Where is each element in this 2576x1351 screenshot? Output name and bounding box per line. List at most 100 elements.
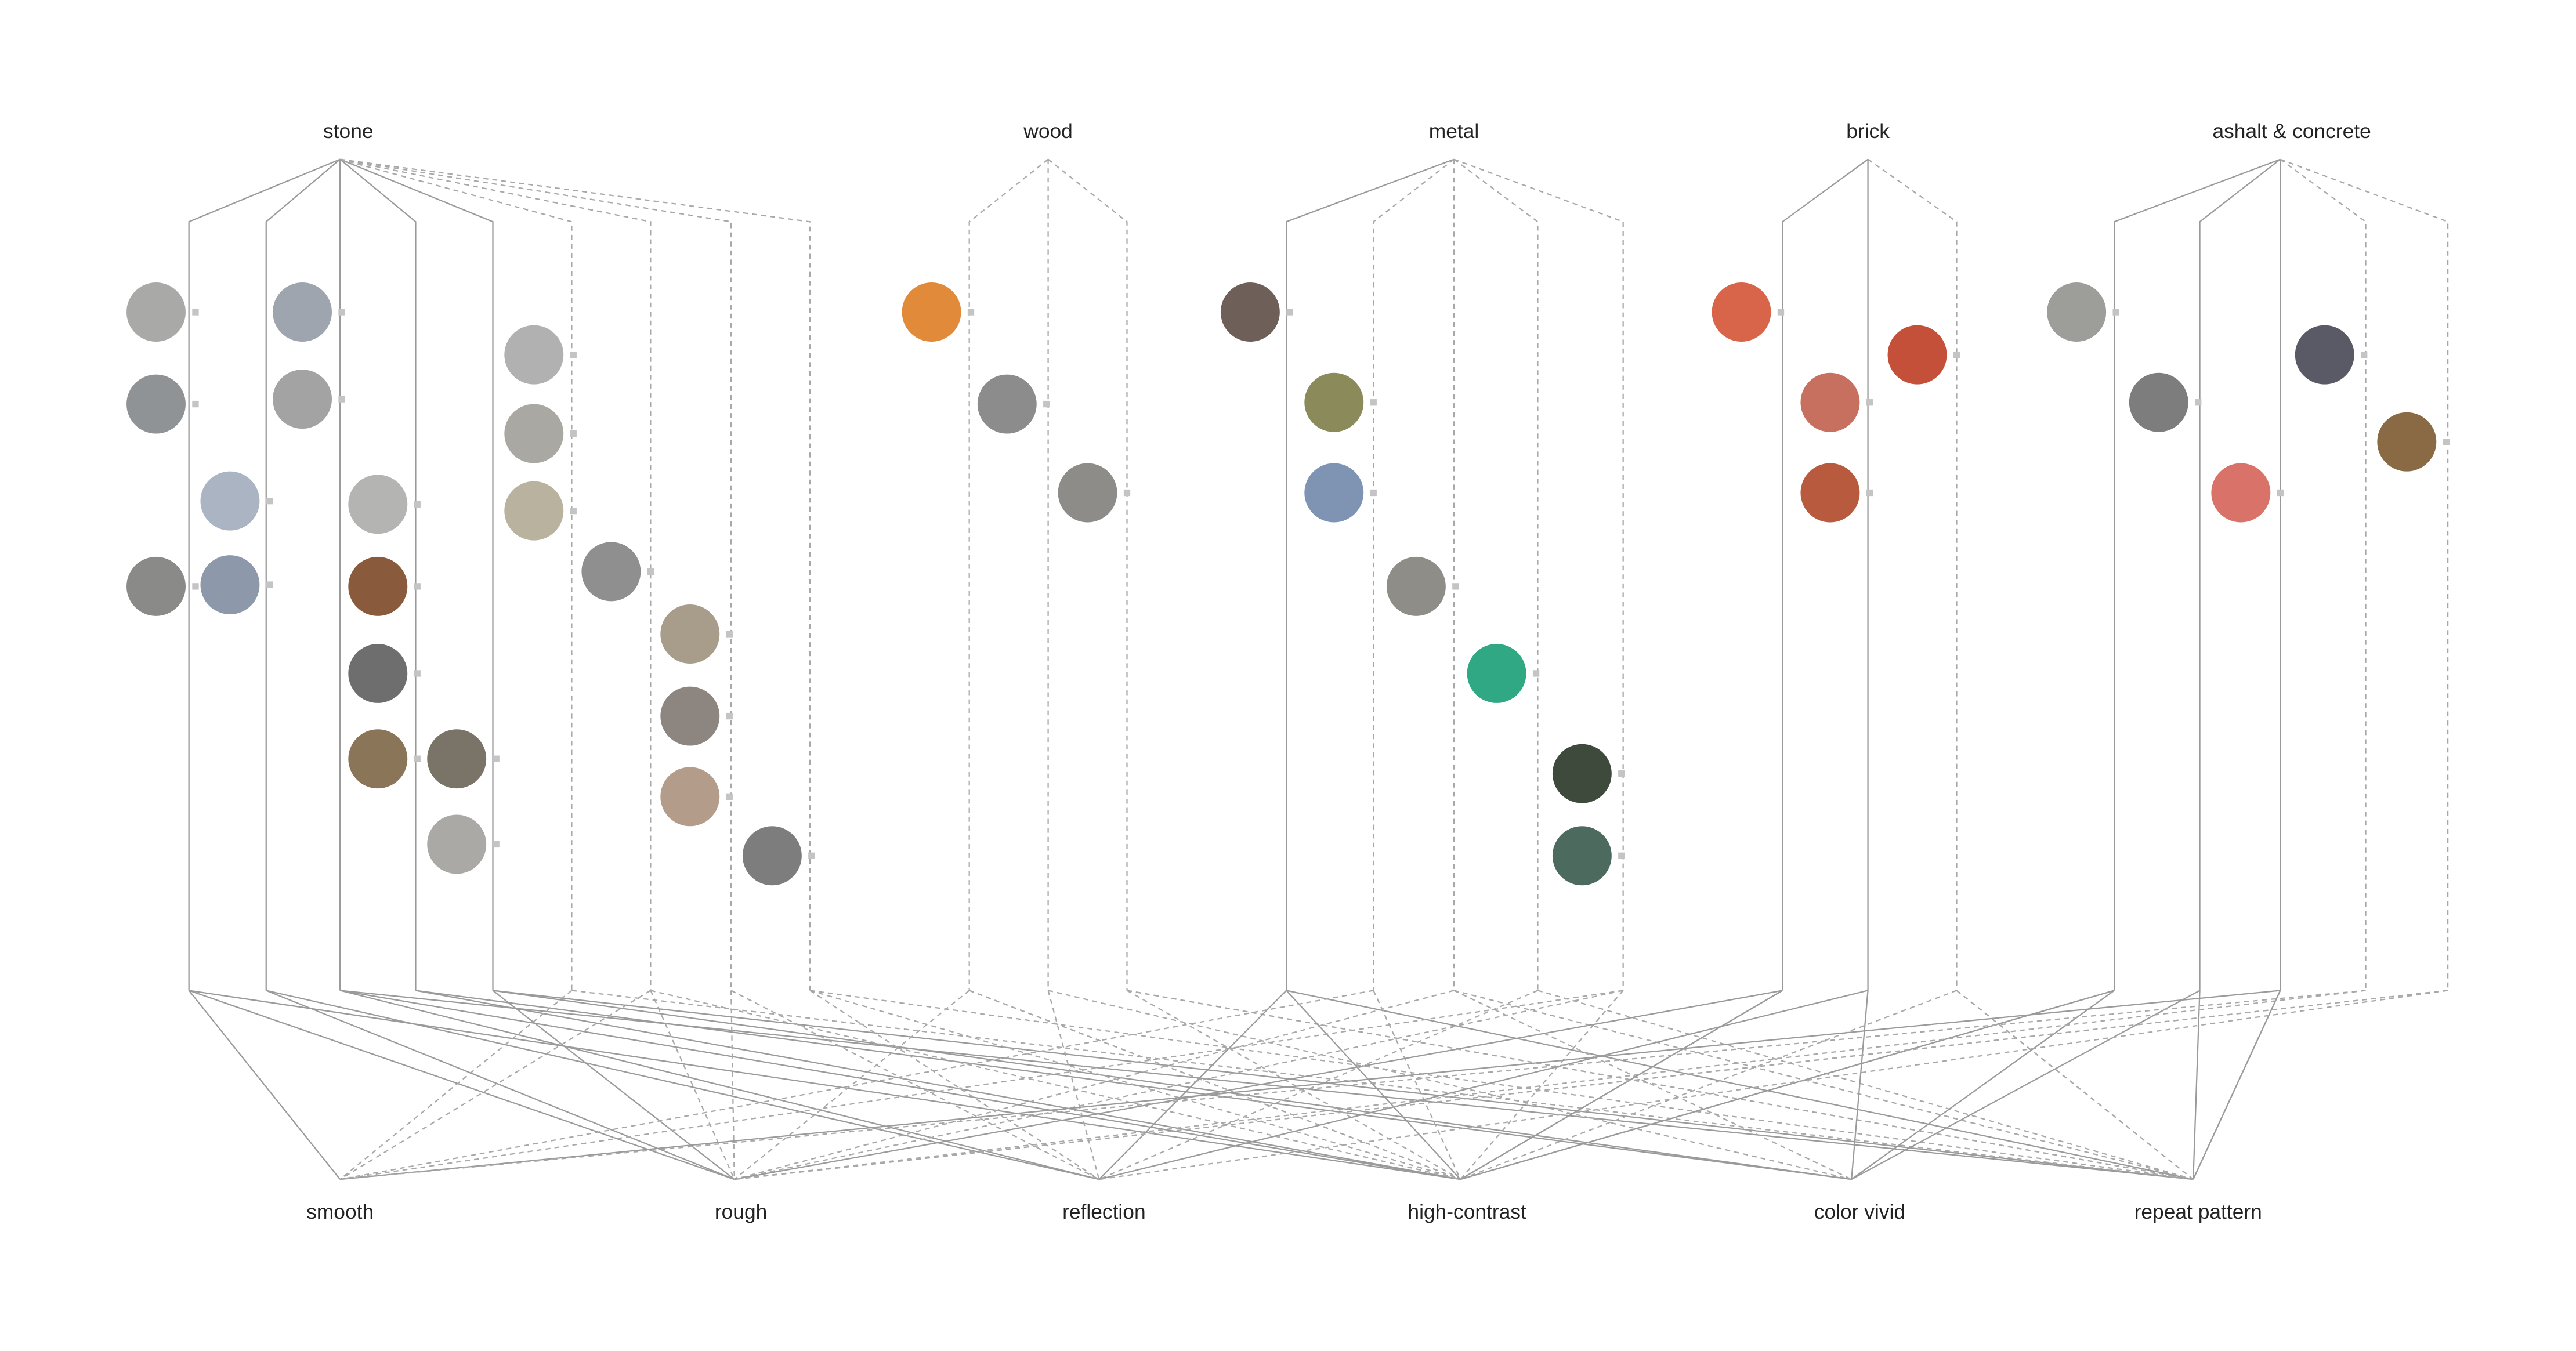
link	[809, 990, 2194, 1180]
link	[809, 990, 1461, 1180]
link	[339, 990, 1374, 1180]
link	[1098, 990, 1538, 1180]
sample-marker	[414, 755, 421, 762]
column	[2199, 158, 2281, 991]
column	[2280, 158, 2449, 991]
link	[188, 990, 341, 1180]
sample-image	[1712, 282, 1771, 342]
column	[188, 158, 341, 991]
link	[493, 990, 2194, 1180]
material-label: ashalt & concrete	[2212, 120, 2371, 143]
sample-marker	[192, 309, 199, 316]
column	[339, 158, 573, 991]
link	[734, 990, 1623, 1180]
column	[1782, 158, 1869, 991]
link	[339, 990, 573, 1180]
link	[340, 990, 2366, 1180]
link	[730, 990, 1099, 1180]
link	[189, 990, 735, 1180]
sample-image	[2211, 463, 2271, 523]
link	[339, 990, 651, 1180]
link	[1047, 990, 1100, 1180]
sample-image	[1220, 282, 1280, 342]
sample-image	[2047, 282, 2107, 342]
sample-image	[273, 370, 332, 429]
sample-marker	[808, 852, 815, 859]
sample-image	[2377, 412, 2437, 472]
sample-image	[200, 471, 260, 531]
material-label: brick	[1846, 120, 1890, 143]
link	[969, 990, 1461, 1180]
sample-image	[126, 374, 186, 434]
sample-image	[1304, 372, 1364, 432]
link	[493, 990, 1852, 1180]
sample-marker	[192, 400, 199, 408]
sample-image	[1800, 372, 1860, 432]
column	[1373, 158, 1455, 991]
sample-marker	[726, 793, 733, 800]
link	[734, 990, 2448, 1180]
link	[340, 990, 2194, 1180]
link	[809, 990, 1099, 1180]
sample-marker	[726, 712, 733, 720]
sample-marker	[1370, 399, 1377, 406]
sample-image	[504, 481, 564, 541]
link	[1127, 990, 2194, 1180]
sample-image	[1304, 463, 1364, 523]
material-label: metal	[1429, 120, 1479, 143]
link	[1286, 990, 1461, 1180]
link	[266, 990, 1099, 1180]
link	[2193, 990, 2201, 1180]
sample-image	[1552, 826, 1612, 886]
sample-marker	[1777, 309, 1785, 316]
sample-marker	[192, 583, 199, 590]
link	[1851, 990, 1869, 1180]
link	[1453, 990, 1852, 1180]
link	[1098, 990, 1287, 1180]
sample-marker	[570, 351, 577, 358]
column	[1047, 158, 1128, 991]
link	[1099, 990, 1868, 1180]
sample-marker	[493, 841, 500, 848]
material-label: wood	[1023, 120, 1073, 143]
sample-image	[348, 475, 408, 534]
sample-image	[902, 282, 961, 342]
sample-marker	[570, 507, 577, 515]
sample-marker	[726, 631, 733, 638]
link	[1851, 990, 2201, 1180]
sample-image	[273, 282, 332, 342]
link	[734, 990, 2366, 1180]
link	[2193, 990, 2281, 1180]
sample-marker	[570, 430, 577, 437]
sample-image	[742, 826, 802, 886]
sample-image	[1386, 556, 1446, 616]
link	[1127, 990, 2194, 1180]
sample-marker	[647, 568, 654, 575]
property-label: reflection	[1062, 1201, 1146, 1223]
sample-marker	[1370, 489, 1377, 497]
sample-image	[1800, 463, 1860, 523]
column	[968, 158, 1049, 991]
column	[339, 158, 417, 991]
link	[1851, 990, 2115, 1180]
sample-image	[1552, 744, 1612, 803]
sample-image	[660, 604, 720, 664]
sample-marker	[1286, 309, 1293, 316]
sample-image	[126, 556, 186, 616]
sample-image	[581, 542, 641, 602]
connections	[188, 158, 2449, 1180]
sample-marker	[2195, 399, 2202, 406]
property-label: smooth	[306, 1201, 374, 1223]
link	[1460, 990, 2115, 1180]
column	[2280, 158, 2367, 991]
column	[1867, 158, 1958, 991]
sample-image	[1887, 325, 1947, 385]
sample-marker	[1618, 770, 1625, 777]
sample-marker	[1532, 670, 1540, 677]
sample-marker	[2361, 351, 2368, 358]
labels: stone wood metal brick ashalt & concrete…	[306, 120, 2371, 1223]
column	[1286, 158, 1455, 991]
sample-marker	[414, 583, 421, 590]
sample-marker	[414, 670, 421, 677]
